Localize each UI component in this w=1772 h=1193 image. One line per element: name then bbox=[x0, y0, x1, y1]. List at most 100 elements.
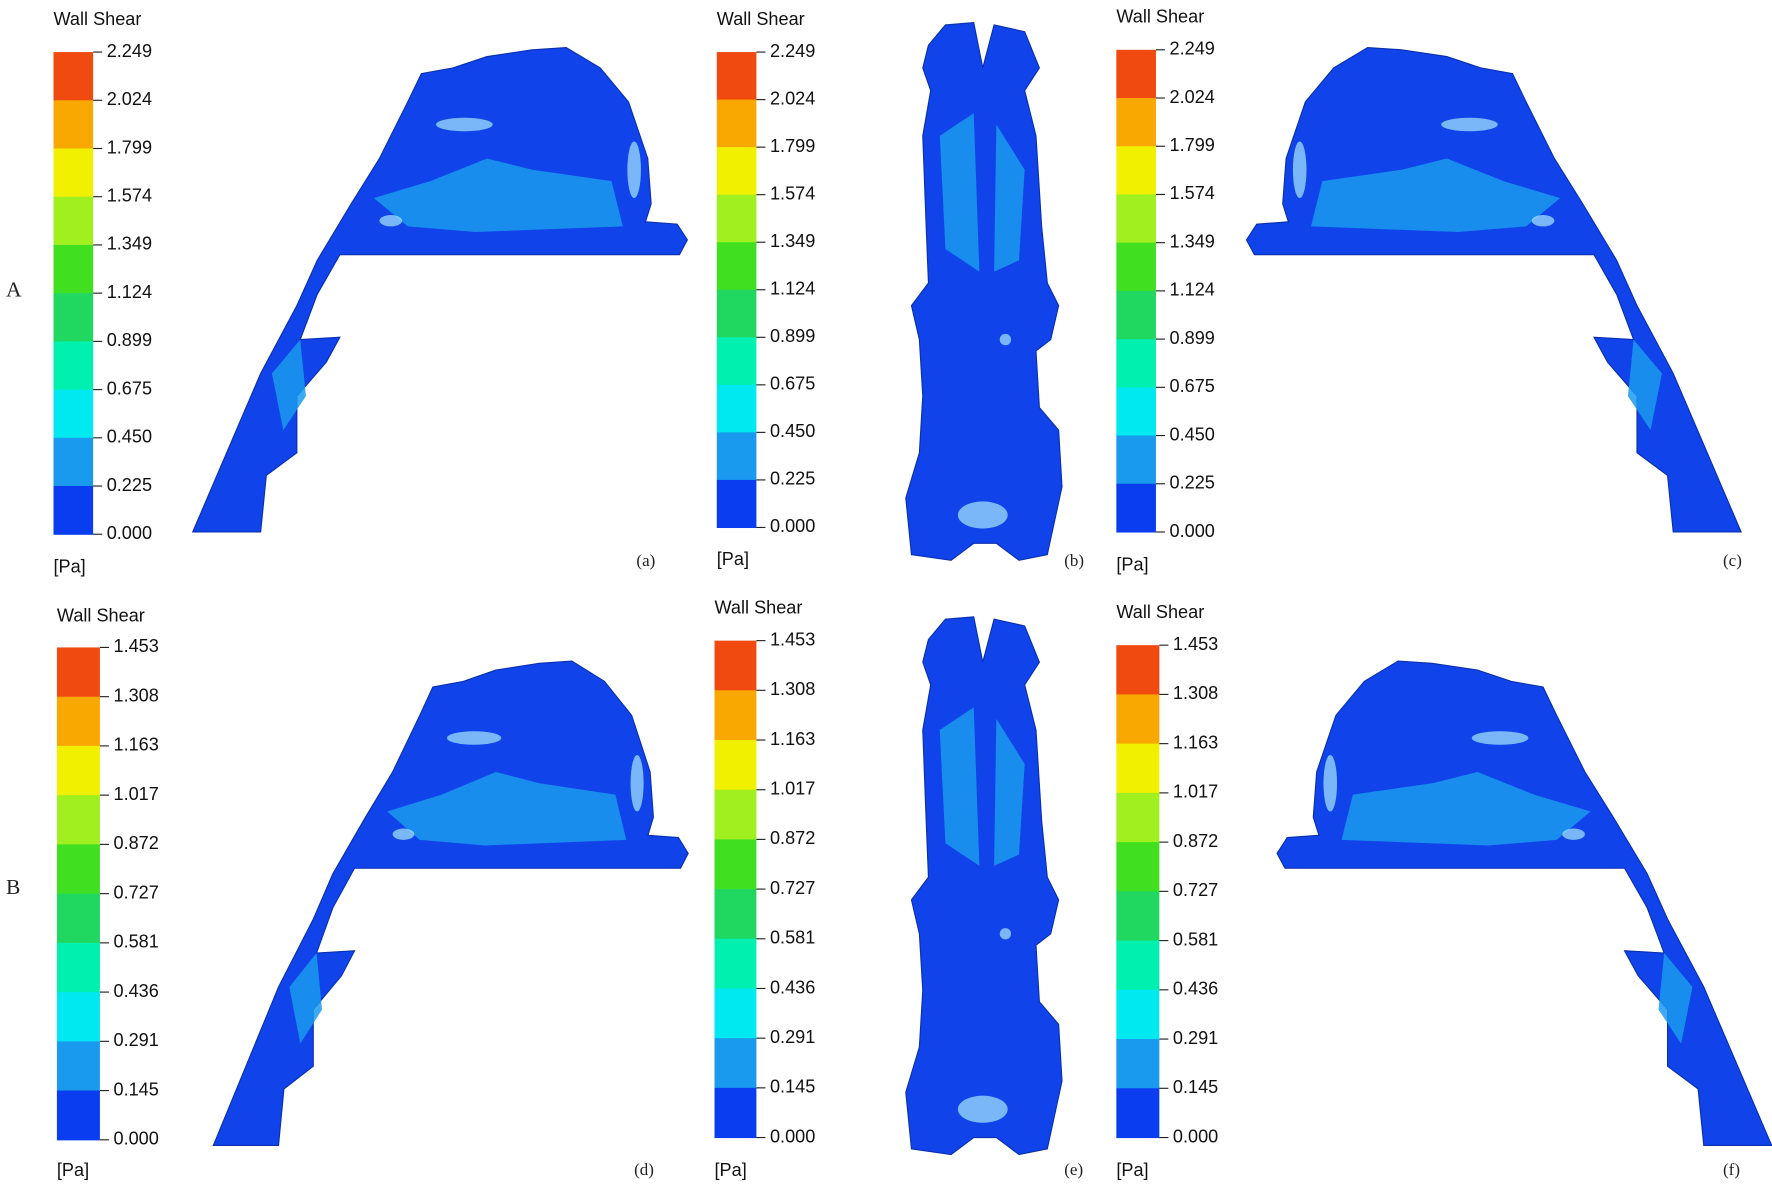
legend-tick-label: 2.024 bbox=[107, 89, 152, 109]
panel-label: (a) bbox=[636, 551, 655, 570]
color-band bbox=[56, 647, 100, 698]
legend-tick-label: 1.574 bbox=[107, 186, 152, 206]
color-band bbox=[1116, 435, 1156, 485]
legend-tick-label: 1.453 bbox=[113, 636, 158, 656]
legend-tick-label: 1.124 bbox=[1170, 280, 1215, 300]
color-band bbox=[1116, 339, 1156, 388]
color-band bbox=[53, 293, 94, 342]
color-band bbox=[1116, 694, 1160, 745]
legend-tick-label: 0.436 bbox=[770, 977, 815, 997]
color-band bbox=[1116, 891, 1160, 942]
color-band bbox=[56, 992, 100, 1042]
legend-tick-label: 1.163 bbox=[770, 729, 815, 749]
legend-tick-label: 1.017 bbox=[1173, 782, 1218, 802]
legend-tick-label: 0.899 bbox=[107, 330, 152, 350]
color-band bbox=[53, 244, 94, 294]
color-band bbox=[1116, 989, 1160, 1040]
color-band bbox=[1116, 194, 1156, 244]
geometry-a bbox=[192, 46, 688, 533]
color-band bbox=[1116, 49, 1156, 99]
legend-tick-label: 0.291 bbox=[770, 1027, 815, 1047]
legend-tick-label: 0.291 bbox=[113, 1030, 158, 1050]
color-band bbox=[56, 745, 100, 796]
color-band bbox=[1116, 146, 1156, 196]
legend-tick-label: 1.349 bbox=[770, 231, 815, 251]
legend-tick-label: 0.000 bbox=[1173, 1126, 1218, 1146]
legend-title: Wall Shear bbox=[57, 605, 145, 625]
color-band bbox=[714, 740, 757, 791]
legend-tick-label: 1.799 bbox=[107, 137, 152, 157]
color-band bbox=[1116, 483, 1156, 533]
legend-tick-label: 0.581 bbox=[770, 928, 815, 948]
legend-tick-label: 0.675 bbox=[770, 374, 815, 394]
legend-tick-label: 0.899 bbox=[770, 326, 815, 346]
legend-tick-label: 1.017 bbox=[770, 778, 815, 798]
geometry-e bbox=[905, 616, 1063, 1156]
color-band bbox=[716, 52, 757, 101]
color-band bbox=[1116, 743, 1160, 794]
color-band bbox=[1116, 98, 1156, 147]
legend-tick-label: 1.308 bbox=[1173, 683, 1218, 703]
color-band bbox=[56, 1090, 100, 1141]
color-band bbox=[716, 289, 757, 338]
legend-tick-label: 0.872 bbox=[1173, 831, 1218, 851]
color-band bbox=[53, 389, 94, 439]
legend-unit: [Pa] bbox=[54, 557, 86, 577]
legend-tick-label: 0.225 bbox=[107, 475, 152, 495]
color-band bbox=[1116, 792, 1160, 843]
legend-tick-label: 0.727 bbox=[113, 882, 158, 902]
legend-tick-label: 0.000 bbox=[1170, 521, 1215, 541]
legend-tick-label: 0.581 bbox=[113, 932, 158, 952]
color-band bbox=[53, 486, 94, 535]
legend-tick-label: 0.899 bbox=[1170, 328, 1215, 348]
color-band bbox=[716, 99, 757, 148]
color-band bbox=[716, 147, 757, 196]
geometry-c bbox=[1245, 46, 1742, 533]
color-band bbox=[714, 640, 757, 691]
legend-tick-label: 0.000 bbox=[113, 1129, 158, 1149]
legend-tick-label: 0.000 bbox=[770, 516, 815, 536]
panel-label: (c) bbox=[1723, 551, 1742, 570]
legend-tick-label: 2.249 bbox=[1170, 39, 1215, 59]
legend-tick-label: 0.000 bbox=[107, 523, 152, 543]
color-band bbox=[716, 242, 757, 291]
legend-tick-label: 1.349 bbox=[1170, 231, 1215, 251]
legend-tick-label: 1.124 bbox=[107, 282, 152, 302]
legend-tick-label: 1.349 bbox=[107, 234, 152, 254]
legend-tick-label: 0.145 bbox=[1173, 1077, 1218, 1097]
color-band bbox=[53, 148, 94, 198]
color-band bbox=[714, 889, 757, 940]
legend-tick-label: 1.453 bbox=[770, 629, 815, 649]
color-band bbox=[1116, 842, 1160, 892]
panel-label: (d) bbox=[634, 1160, 654, 1179]
legend-tick-label: 0.675 bbox=[1170, 376, 1215, 396]
legend-tick-label: 0.291 bbox=[1173, 1028, 1218, 1048]
legend-tick-label: 0.145 bbox=[113, 1079, 158, 1099]
legend-title: Wall Shear bbox=[1116, 7, 1204, 27]
color-band bbox=[56, 893, 100, 944]
legend-tick-label: 0.581 bbox=[1173, 929, 1218, 949]
color-band bbox=[714, 988, 757, 1039]
color-band bbox=[56, 942, 100, 993]
legend-title: Wall Shear bbox=[717, 9, 805, 29]
legend-tick-label: 0.675 bbox=[107, 378, 152, 398]
legend-tick-label: 1.163 bbox=[1173, 732, 1218, 752]
legend-tick-label: 2.024 bbox=[770, 88, 815, 108]
color-band bbox=[716, 337, 757, 386]
legend-tick-label: 1.453 bbox=[1173, 634, 1218, 654]
color-band bbox=[714, 789, 757, 840]
row-label: A bbox=[6, 278, 22, 302]
legends: A (a) Wall Shear [Pa] 2.249 2.024 1.799 1.574 1.… bbox=[6, 7, 1742, 1180]
legend-tick-label: 1.308 bbox=[113, 685, 158, 705]
legend-unit: [Pa] bbox=[1116, 554, 1148, 574]
panel-label: (e) bbox=[1064, 1160, 1083, 1179]
color-band bbox=[56, 1041, 100, 1092]
color-band bbox=[716, 479, 757, 529]
color-band bbox=[1116, 1088, 1160, 1139]
legend-tick-label: 0.727 bbox=[1173, 880, 1218, 900]
legend-tick-label: 0.872 bbox=[113, 833, 158, 853]
color-band bbox=[714, 938, 757, 990]
color-band bbox=[53, 437, 94, 487]
legend-tick-label: 0.727 bbox=[770, 878, 815, 898]
legend-tick-label: 0.872 bbox=[770, 828, 815, 848]
